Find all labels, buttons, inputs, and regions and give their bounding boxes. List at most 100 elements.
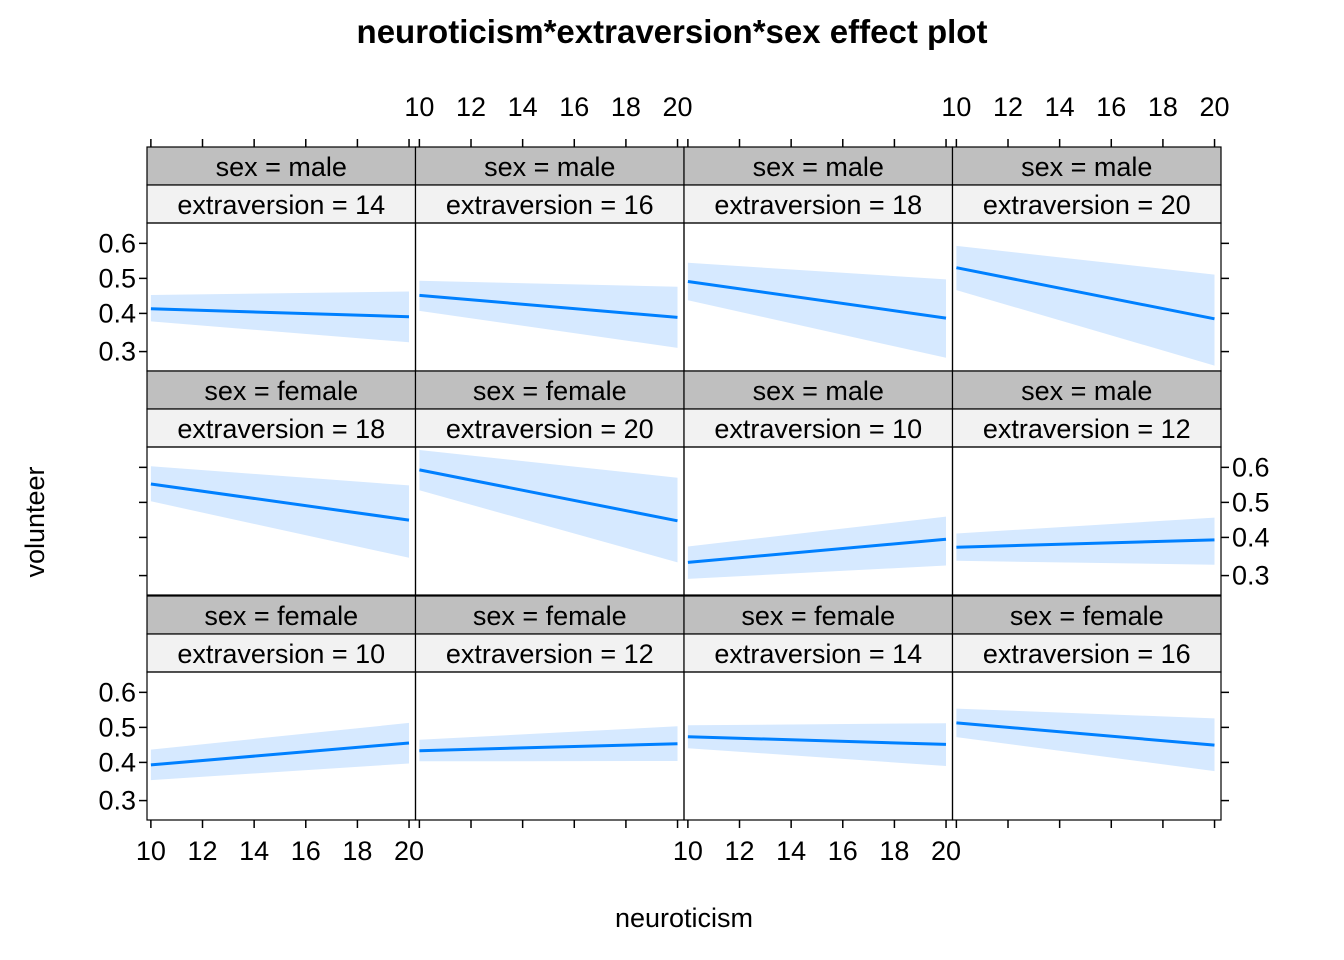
- panel-border: [951, 446, 1222, 596]
- strip-sex-label: sex = male: [216, 152, 347, 182]
- strip-sex: [414, 595, 685, 635]
- strip-extraversion-label: extraversion = 12: [983, 414, 1191, 444]
- strip-sex-label: sex = male: [484, 152, 615, 182]
- panel: sex = male extraversion = 18: [683, 146, 954, 372]
- y-tick-label: 0.4: [98, 298, 136, 328]
- x-tick-label: 14: [508, 92, 538, 122]
- fit-line: [419, 742, 678, 753]
- x-axis-label: neuroticism: [615, 903, 753, 933]
- confidence-band: [419, 726, 678, 762]
- x-tick-label: 12: [187, 836, 217, 866]
- confidence-band: [687, 262, 946, 358]
- x-tick-label: 10: [941, 92, 971, 122]
- x-tick-label: 20: [394, 836, 424, 866]
- strip-sex-label: sex = female: [473, 376, 627, 406]
- fit-line: [150, 482, 410, 522]
- strip-extraversion-label: extraversion = 16: [983, 639, 1191, 669]
- confidence-band: [687, 516, 946, 579]
- x-tick-label: 18: [611, 92, 641, 122]
- panel: sex = male extraversion = 16: [414, 146, 685, 372]
- y-tick-label: 0.6: [1232, 452, 1270, 482]
- x-tick-label: 14: [239, 836, 269, 866]
- confidence-band: [150, 722, 409, 781]
- fit-line: [956, 721, 1215, 747]
- panel: sex = male extraversion = 10: [683, 370, 954, 596]
- panel: sex = female extraversion = 20: [414, 370, 685, 596]
- strip-sex-label: sex = female: [741, 601, 895, 631]
- panel: sex = female extraversion = 18: [146, 370, 417, 596]
- panel: sex = female extraversion = 14: [683, 595, 954, 821]
- strip-sex-label: sex = male: [1021, 152, 1152, 182]
- strip-extraversion-label: extraversion = 18: [177, 414, 385, 444]
- strip-extraversion-label: extraversion = 20: [983, 190, 1191, 220]
- panel: sex = female extraversion = 10: [146, 595, 417, 821]
- x-tick-label: 12: [456, 92, 486, 122]
- x-tick-label: 20: [663, 92, 693, 122]
- x-tick-label: 16: [828, 836, 858, 866]
- confidence-band: [956, 245, 1215, 366]
- strip-extraversion-label: extraversion = 18: [714, 190, 922, 220]
- fit-line: [687, 280, 947, 320]
- panel: sex = female extraversion = 16: [951, 595, 1222, 821]
- y-tick-label: 0.3: [98, 786, 136, 816]
- fit-line: [687, 735, 947, 746]
- confidence-band: [150, 466, 409, 558]
- strip-sex-label: sex = female: [1010, 601, 1164, 631]
- panel-grid: sex = male extraversion = 14 sex = male ext…: [98, 92, 1269, 866]
- strip-extraversion-label: extraversion = 12: [446, 639, 654, 669]
- strip-extraversion: [951, 633, 1222, 673]
- strip-sex: [146, 146, 417, 186]
- strip-extraversion: [146, 408, 417, 448]
- confidence-band: [956, 708, 1215, 772]
- strip-extraversion: [414, 408, 685, 448]
- panel-border: [951, 671, 1222, 821]
- x-tick-label: 10: [673, 836, 703, 866]
- strip-extraversion-label: extraversion = 16: [446, 190, 654, 220]
- y-tick-label: 0.5: [98, 263, 136, 293]
- strip-extraversion: [683, 408, 954, 448]
- x-tick-label: 10: [404, 92, 434, 122]
- x-tick-label: 10: [136, 836, 166, 866]
- x-tick-label: 16: [291, 836, 321, 866]
- y-tick-label: 0.4: [1232, 522, 1270, 552]
- strip-extraversion-label: extraversion = 10: [177, 639, 385, 669]
- x-tick-label: 12: [724, 836, 754, 866]
- confidence-band: [419, 280, 678, 348]
- x-tick-label: 20: [931, 836, 961, 866]
- panel: sex = female extraversion = 12: [414, 595, 685, 821]
- fit-line: [150, 307, 410, 319]
- strip-sex-label: sex = male: [1021, 376, 1152, 406]
- fit-line: [956, 266, 1215, 321]
- x-tick-label: 16: [559, 92, 589, 122]
- strip-extraversion-label: extraversion = 10: [714, 414, 922, 444]
- strip-sex: [951, 370, 1222, 410]
- fit-line: [419, 293, 678, 319]
- confidence-band: [956, 517, 1215, 565]
- x-tick-label: 12: [993, 92, 1023, 122]
- strip-sex-label: sex = female: [204, 601, 358, 631]
- confidence-band: [419, 450, 678, 563]
- x-tick-label: 14: [1045, 92, 1075, 122]
- y-tick-label: 0.6: [98, 228, 136, 258]
- confidence-band: [150, 291, 409, 343]
- fit-line: [150, 741, 410, 767]
- confidence-band: [687, 723, 946, 766]
- y-tick-label: 0.5: [98, 712, 136, 742]
- y-tick-label: 0.5: [1232, 487, 1270, 517]
- strip-sex-label: sex = female: [473, 601, 627, 631]
- x-tick-label: 20: [1200, 92, 1230, 122]
- strip-sex: [951, 595, 1222, 635]
- strip-sex-label: sex = male: [753, 152, 884, 182]
- strip-sex: [146, 370, 417, 410]
- x-tick-label: 16: [1096, 92, 1126, 122]
- fit-line: [419, 468, 678, 523]
- y-tick-label: 0.6: [98, 677, 136, 707]
- x-tick-label: 18: [879, 836, 909, 866]
- y-tick-label: 0.4: [98, 747, 136, 777]
- strip-sex: [414, 370, 685, 410]
- strip-extraversion-label: extraversion = 14: [177, 190, 385, 220]
- panel: sex = male extraversion = 12: [951, 370, 1222, 596]
- strip-extraversion: [951, 184, 1222, 224]
- strip-extraversion-label: extraversion = 14: [714, 639, 922, 669]
